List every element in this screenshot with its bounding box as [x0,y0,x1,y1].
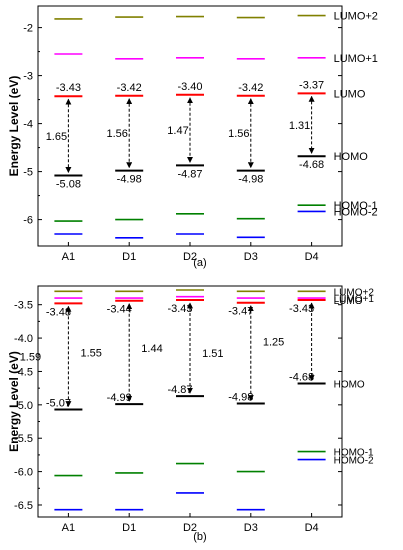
y-tick-label: -5.0 [14,400,33,412]
x-tick-label: D1 [122,522,136,534]
y-tick-label: -5.5 [14,433,33,445]
y-tick-label: -6.0 [14,467,33,479]
x-tick-label: D2 [183,522,197,534]
homo-value-label: -4.99 [107,392,132,404]
gap-value-label: 1.25 [263,337,284,349]
panel-b: -3.5 -4.0 -4.5 -5.0 -5.5 -6.0 -6.5 Energy Level… [7,285,375,543]
panel-caption: (a) [193,257,206,269]
y-axis-label: Energy Level (eV) [7,76,21,177]
homo-value-label: -4.87 [167,384,192,396]
lumo-value-label: -3.43 [56,82,81,94]
x-tick-label: D4 [305,522,319,534]
series-name-label: LUMO [334,88,366,100]
lumo-value-label: -3.44 [107,304,132,316]
series-name-label: LUMO+1 [334,53,378,65]
gap-value-label: 1.51 [202,348,223,360]
lumo-value-label: -3.42 [117,82,142,94]
lumo-value-label: -3.42 [238,82,263,94]
homo-value-label: -4.98 [117,174,142,186]
gap-value-label: 1.59 [20,351,41,363]
homo-value-label: -5.07 [46,398,71,410]
homo-value-label: -4.98 [228,392,253,404]
lumo-value-label: -3.37 [299,79,324,91]
x-tick-label: D2 [183,251,197,263]
homo-value-label: -4.68 [289,371,314,383]
lumo-value-label: -3.43 [167,303,192,315]
homo-value-label: -4.98 [238,174,263,186]
series-name-label: HOMO-2 [334,456,374,467]
y-tick-label: -2 [23,23,33,35]
x-tick-label: D1 [122,251,136,263]
series-name-label: HOMO [334,379,365,390]
series-name-label: HOMO-2 [334,206,378,218]
series-name-label: LUMO [334,296,363,307]
y-tick-label: -6 [23,215,33,227]
lumo-value-label: -3.43 [289,303,314,315]
panel-caption: (b) [193,531,206,543]
x-tick-label: D3 [244,251,258,263]
homo-value-label: -4.87 [177,168,202,180]
panel-a: -2 -3 -4 -5 -6 Energy Level (eV) A1 D1 D2 D3 D4 LUM… [7,5,378,269]
series-name-label: LUMO+2 [334,11,378,23]
series-name-label: LUMO+2 [334,287,375,298]
y-tick-label: -6.5 [14,500,33,512]
x-tick-label: D4 [305,251,319,263]
series-name-label: HOMO [334,151,369,163]
gap-value-label: 1.31 [289,120,310,132]
lumo-value-label: -3.48 [46,306,71,318]
lumo-value-label: -3.40 [177,81,202,93]
y-tick-label: -4.0 [14,333,33,345]
lumo-value-label: -3.47 [228,306,253,318]
y-tick-label: -3.5 [14,300,33,312]
y-axis-label: Energy Level (eV) [7,351,21,452]
x-tick-label: A1 [62,251,75,263]
gap-value-label: 1.56 [106,128,127,140]
gap-value-label: 1.56 [228,128,249,140]
x-tick-label: A1 [62,522,75,534]
y-tick-label: -5 [23,167,33,179]
series-name-label: HOMO-1 [334,200,378,212]
gap-value-label: 1.65 [46,131,67,143]
y-tick-label: -4 [23,119,33,131]
series-name-label: LUMO+1 [334,294,375,305]
y-tick-label: -3 [23,71,33,83]
gap-value-label: 1.55 [80,347,101,359]
series-name-label: HOMO-1 [334,448,374,459]
y-tick-label: -4.5 [14,366,33,378]
x-tick-label: D3 [244,522,258,534]
gap-value-label: 1.47 [167,125,188,137]
homo-value-label: -4.68 [299,159,324,171]
homo-value-label: -5.08 [56,178,81,190]
gap-value-label: 1.44 [141,343,162,355]
